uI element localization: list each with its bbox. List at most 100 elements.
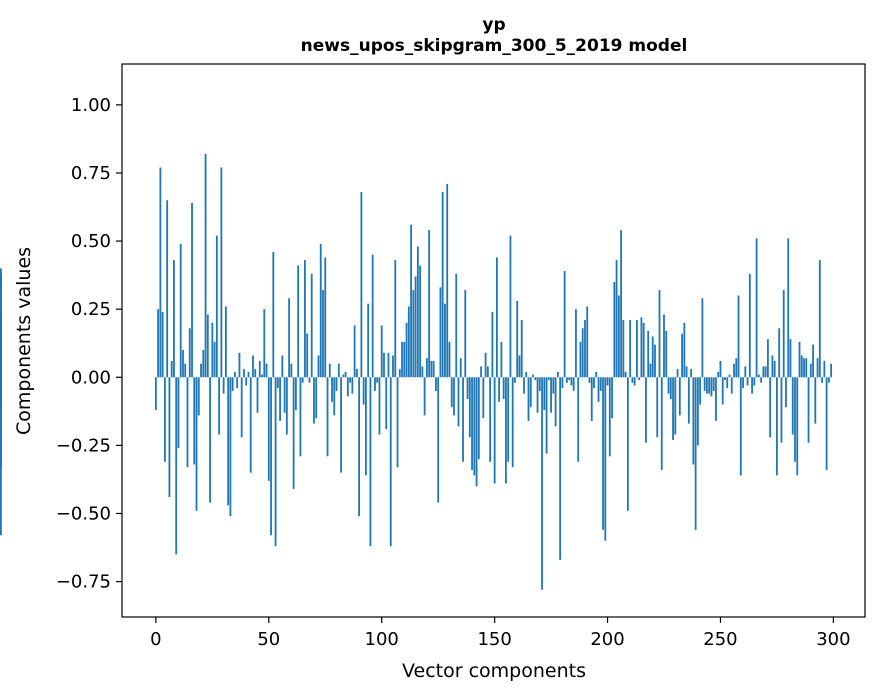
- bar: [358, 377, 361, 517]
- bar: [674, 377, 677, 435]
- bar: [633, 377, 636, 386]
- bar: [267, 377, 270, 481]
- bar: [340, 377, 342, 473]
- bar: [215, 235, 218, 378]
- bar: [572, 377, 575, 391]
- bar: [827, 377, 830, 383]
- y-tick-label: −0.75: [56, 572, 111, 593]
- bar: [394, 260, 397, 378]
- bar: [665, 330, 668, 378]
- bar: [733, 363, 735, 378]
- bar: [407, 306, 410, 378]
- bar: [380, 325, 383, 378]
- bar: [229, 377, 232, 517]
- bar: [613, 281, 616, 378]
- bar: [410, 224, 412, 378]
- bar: [654, 344, 656, 378]
- bar: [355, 369, 358, 378]
- x-tick-label: 150: [477, 629, 511, 650]
- bar: [209, 377, 211, 503]
- bar: [599, 377, 602, 391]
- y-tick-label: 0.50: [71, 231, 111, 252]
- bar: [396, 377, 399, 468]
- bar: [261, 374, 263, 378]
- bar: [310, 273, 313, 378]
- bar: [154, 377, 157, 410]
- bar: [660, 377, 663, 470]
- y-tick-label: −0.25: [56, 435, 111, 456]
- bar: [789, 339, 792, 378]
- bar: [326, 377, 329, 457]
- bar: [466, 377, 469, 400]
- bar: [739, 377, 742, 476]
- bar: [595, 371, 598, 378]
- bar: [800, 355, 803, 378]
- bar: [166, 200, 169, 378]
- bar: [428, 230, 431, 378]
- bar: [769, 377, 772, 438]
- bar: [547, 377, 550, 380]
- bar: [527, 377, 530, 421]
- bar: [712, 377, 715, 391]
- bar: [299, 377, 302, 457]
- bar: [344, 371, 347, 378]
- y-tick-label: 1.00: [71, 95, 111, 116]
- bar: [164, 377, 166, 462]
- bar: [263, 309, 266, 378]
- bar: [590, 377, 593, 421]
- bar: [529, 377, 532, 408]
- bar: [179, 243, 182, 378]
- bar: [640, 317, 643, 378]
- bar: [581, 328, 584, 378]
- bar: [157, 309, 160, 378]
- bar: [236, 377, 239, 389]
- bar: [493, 377, 496, 484]
- bar: [425, 358, 428, 378]
- bar: [771, 355, 774, 378]
- bar: [703, 377, 706, 391]
- x-tick-label: 300: [816, 629, 850, 650]
- bar: [626, 377, 629, 511]
- bar: [532, 374, 534, 378]
- bar: [642, 322, 645, 378]
- bar: [676, 369, 679, 378]
- bar: [782, 290, 785, 378]
- bar: [234, 371, 236, 378]
- bars-group: [0, 153, 833, 590]
- bar: [188, 328, 191, 378]
- bar: [283, 377, 286, 413]
- bar: [486, 366, 489, 378]
- bar: [342, 374, 345, 378]
- bar: [622, 320, 625, 378]
- bar: [405, 322, 408, 378]
- bar: [778, 328, 781, 378]
- x-tick-label: 200: [590, 629, 624, 650]
- bar: [561, 377, 564, 389]
- bar: [597, 377, 600, 402]
- bar: [543, 377, 546, 410]
- bar: [500, 341, 503, 378]
- bar: [186, 377, 189, 468]
- bar: [825, 377, 828, 470]
- bar: [538, 377, 541, 391]
- bar: [685, 366, 688, 378]
- bar: [796, 377, 799, 476]
- bar: [717, 371, 720, 378]
- bar: [649, 363, 652, 378]
- y-tick-label: 0.75: [71, 163, 111, 184]
- x-tick-label: 50: [257, 629, 280, 650]
- bar: [624, 371, 627, 378]
- bar: [173, 260, 175, 378]
- bar: [663, 314, 665, 378]
- bar: [175, 377, 178, 555]
- bar: [193, 377, 196, 465]
- bar: [313, 377, 315, 424]
- bar: [331, 377, 333, 402]
- bar: [773, 360, 776, 378]
- bar: [367, 303, 370, 378]
- y-tick-label: 0.00: [71, 367, 111, 388]
- bar: [0, 273, 2, 378]
- bar: [708, 377, 711, 394]
- bar: [541, 377, 543, 590]
